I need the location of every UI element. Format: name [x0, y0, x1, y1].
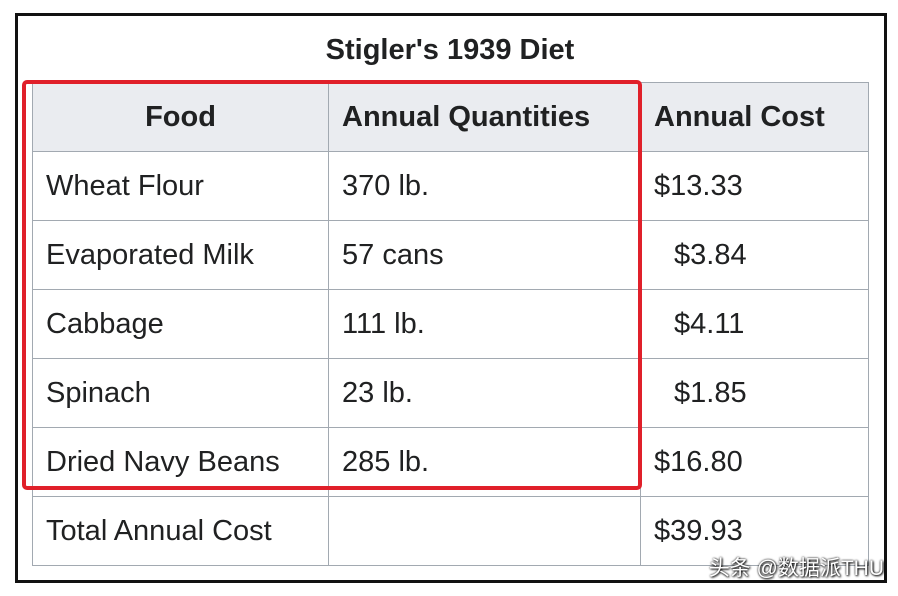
cell: Total Annual Cost: [32, 496, 329, 566]
header-cell: Annual Quantities: [328, 82, 641, 152]
cell: $13.33: [640, 151, 869, 221]
header-row: Food Annual Quantities Annual Cost: [32, 82, 869, 152]
cell: 370 lb.: [328, 151, 641, 221]
cell: $39.93: [640, 496, 869, 566]
cell: Dried Navy Beans: [32, 427, 329, 497]
empty-cell: [328, 496, 641, 566]
row: Spinach 23 lb. $1.85: [32, 358, 869, 428]
cell: $3.84: [640, 220, 869, 290]
diet-table: Food Annual Quantities Annual Cost Wheat…: [32, 82, 869, 566]
table-caption: Stigler's 1939 Diet: [325, 34, 575, 66]
highlight-box: [22, 80, 642, 490]
cell: Wheat Flour: [32, 151, 329, 221]
cell: Cabbage: [32, 289, 329, 359]
header-cell: Annual Cost: [640, 82, 869, 152]
cell: 57 cans: [328, 220, 641, 290]
total-row: Total Annual Cost $39.93: [32, 496, 869, 566]
row: Wheat Flour 370 lb. $13.33: [32, 151, 869, 221]
row: Evaporated Milk 57 cans $3.84: [32, 220, 869, 290]
cell: $4.11: [640, 289, 869, 359]
row: Dried Navy Beans 285 lb. $16.80: [32, 427, 869, 497]
cell: $1.85: [640, 358, 869, 428]
watermark: 头条 @数据派THU: [708, 557, 884, 580]
cell: Evaporated Milk: [32, 220, 329, 290]
cell: $16.80: [640, 427, 869, 497]
header-cell: Food: [32, 82, 329, 152]
cell: Spinach: [32, 358, 329, 428]
